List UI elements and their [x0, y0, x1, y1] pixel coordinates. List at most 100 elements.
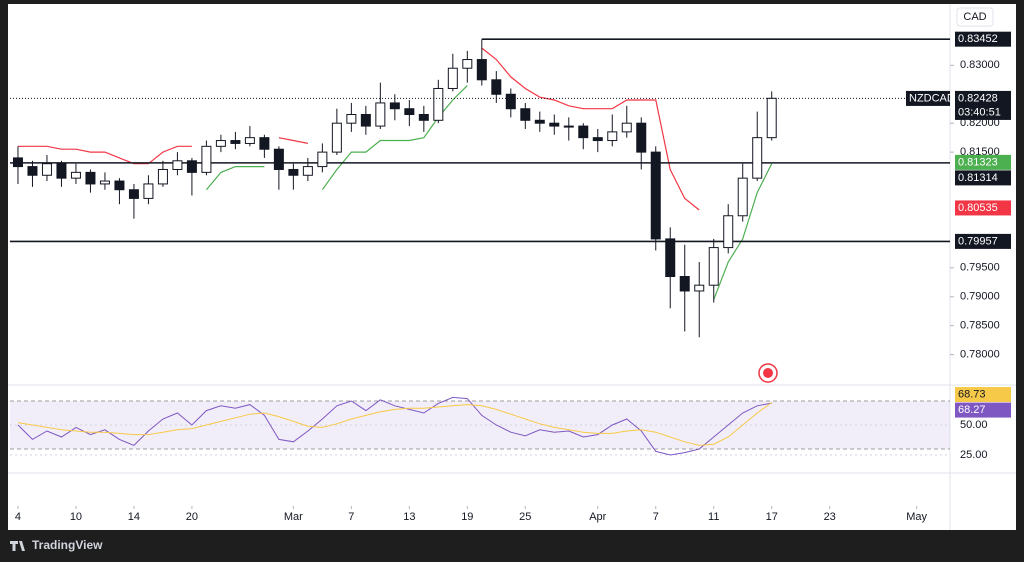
rsi-value-label-box: [955, 402, 1011, 418]
candle-body: [157, 168, 168, 185]
candle-body: [592, 137, 603, 142]
candle-body: [578, 125, 589, 139]
candle-body: [317, 151, 328, 168]
y-tick-label: 0.83000: [960, 59, 1000, 71]
candle-body: [476, 59, 487, 81]
y-tick-label: 0.82000: [960, 117, 1000, 129]
rsi-value-label: 68.27: [958, 404, 986, 416]
candle-body: [679, 276, 690, 292]
x-tick-label: Mar: [284, 511, 303, 523]
candle-body: [433, 87, 444, 121]
marker-label-box: [955, 200, 1011, 216]
brand-name: TradingView: [32, 538, 103, 552]
candle-body: [665, 238, 676, 278]
level-label: 0.81314: [958, 172, 998, 184]
brand-logo: [10, 541, 25, 551]
candle-body: [331, 122, 342, 153]
candle-body: [636, 122, 647, 153]
currency-box: [956, 7, 994, 27]
level-label-box: [955, 170, 1011, 186]
candle-body: [172, 160, 183, 170]
symbol-label-box: [906, 90, 950, 106]
candle-body: [520, 108, 531, 121]
x-tick-label: 11: [708, 511, 719, 523]
level-label-box: [955, 31, 1011, 47]
candle-body: [230, 140, 241, 144]
x-tick-label: 14: [128, 511, 140, 523]
candle-body: [389, 102, 400, 110]
chart-background: [8, 4, 1016, 530]
candle-body: [650, 151, 661, 240]
countdown-label: 03:40:51: [958, 106, 1001, 118]
candle-body: [766, 97, 777, 139]
y-tick-label: 0.79000: [960, 291, 1000, 303]
candle-body: [708, 247, 719, 286]
candle-body: [41, 163, 52, 176]
candle-body: [27, 166, 38, 176]
y-tick-label: 0.78500: [960, 320, 1000, 332]
candle-body: [114, 180, 125, 191]
candle-body: [259, 137, 270, 150]
candle-body: [12, 157, 23, 168]
candle-body: [462, 59, 473, 69]
rsi-value-label: 68.73: [958, 388, 986, 400]
candle-body: [375, 102, 386, 127]
x-tick-label: 25: [519, 511, 531, 523]
y-tick-label: 50.00: [960, 419, 988, 431]
footer-bar: [8, 530, 1016, 562]
candle-body: [346, 114, 357, 124]
y-tick-label: 25.00: [960, 449, 988, 461]
candle-body: [447, 67, 458, 89]
candle-body: [302, 166, 313, 176]
candle-body: [215, 140, 226, 147]
candle-body: [99, 180, 110, 185]
level-label: 0.83452: [958, 33, 998, 45]
candle-body: [70, 171, 81, 179]
symbol-label: NZDCAD: [909, 92, 955, 104]
candle-body: [534, 119, 545, 124]
candle-body: [244, 137, 255, 144]
candle-body: [549, 122, 560, 127]
candle-body: [418, 114, 429, 121]
x-tick-label: 7: [348, 511, 354, 523]
candle-body: [607, 131, 618, 142]
x-tick-label: 23: [824, 511, 836, 523]
candle-body: [128, 189, 139, 199]
x-tick-label: Apr: [589, 511, 606, 523]
candle-body: [360, 114, 371, 127]
rsi-line: [17, 402, 772, 446]
marker-label: 0.81323: [958, 156, 998, 168]
candle-body: [621, 122, 632, 133]
x-tick-label: 19: [461, 511, 473, 523]
candle-body: [737, 177, 748, 217]
candle-body: [186, 160, 197, 173]
candle-body: [288, 168, 299, 176]
y-tick-label: 0.78000: [960, 349, 1000, 361]
candle-body: [694, 284, 705, 292]
marker-label: 0.80535: [958, 202, 998, 214]
level-label: 0.79957: [958, 235, 998, 247]
x-tick-label: 4: [15, 511, 21, 523]
last-price-label: 0.82428: [958, 92, 998, 104]
candle-body: [201, 145, 212, 173]
x-tick-label: 7: [653, 511, 659, 523]
candle-body: [491, 79, 502, 95]
rsi-line: [17, 396, 772, 456]
event-icon-flag: [763, 368, 773, 378]
candle-body: [505, 93, 516, 110]
candle-body: [404, 108, 415, 116]
candle-body: [563, 125, 574, 128]
level-label-box: [955, 233, 1011, 249]
currency: CAD: [963, 11, 986, 23]
x-tick-label: 17: [766, 511, 778, 523]
last-price-label-box: [955, 90, 1011, 106]
candle-body: [85, 171, 96, 185]
candle-body: [273, 148, 284, 170]
candle-body: [752, 137, 763, 179]
x-tick-label: 20: [186, 511, 198, 523]
candle-body: [56, 163, 67, 179]
supertrend-line: [18, 47, 700, 211]
marker-label-box: [955, 154, 1011, 170]
